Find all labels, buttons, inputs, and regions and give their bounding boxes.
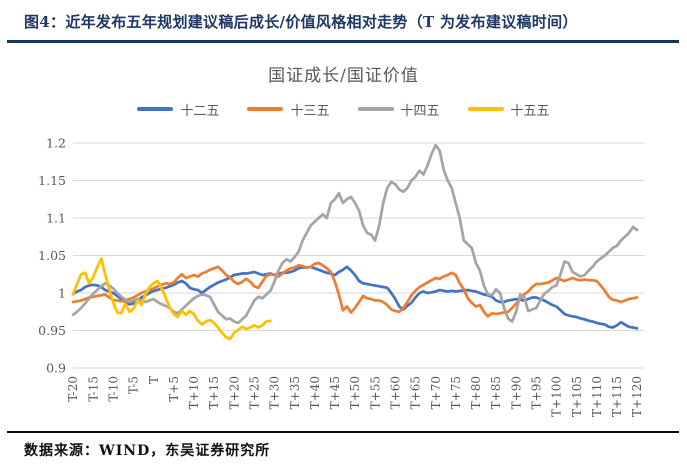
legend-item-plan-15: 十五五 — [467, 100, 550, 119]
x-axis-tick-label: T-10 — [106, 376, 120, 402]
legend-item-plan-13: 十三五 — [247, 100, 330, 119]
chart-legend: 十二五 十三五 十四五 十五五 — [0, 100, 687, 119]
x-axis-tick-label: T+55 — [368, 376, 382, 409]
legend-label: 十三五 — [290, 103, 330, 119]
x-axis-tick-label: T+30 — [268, 376, 282, 409]
x-axis-tick-label: T+60 — [388, 376, 402, 409]
footer-rule — [7, 431, 679, 433]
x-axis-tick-label: T+100 — [550, 376, 564, 417]
legend-line-swatch — [137, 107, 174, 111]
x-axis-tick-label: T-5 — [127, 376, 141, 394]
x-axis-tick-label: T+85 — [489, 376, 503, 409]
x-axis-tick-label: T-20 — [66, 376, 80, 402]
x-axis-tick-label: T+25 — [247, 376, 261, 409]
series-line-plan-15 — [71, 257, 272, 341]
legend-item-plan-14: 十四五 — [357, 100, 440, 119]
y-axis-tick-label: 0.9 — [46, 361, 66, 376]
chart-title: 国证成长/国证价值 — [268, 66, 419, 86]
figure-title: 图4：近年发布五年规划建议稿后成长/价值风格相对走势（T 为发布建议稿时间） — [24, 13, 578, 31]
x-axis-tick-label: T+105 — [570, 376, 584, 417]
x-axis-tick-label: T+5 — [167, 376, 181, 402]
x-axis-tick-label: T+45 — [328, 376, 342, 409]
x-axis-tick-label: T — [147, 376, 161, 384]
x-axis-tick-label: T+95 — [529, 376, 543, 409]
y-axis-tick-label: 1.2 — [46, 136, 66, 151]
series-line-plan-14 — [71, 143, 639, 325]
y-axis-tick-label: 0.95 — [38, 323, 66, 338]
legend-line-swatch — [247, 107, 284, 111]
x-axis-tick-label: T+10 — [187, 376, 201, 409]
y-axis-tick-label: 1.05 — [38, 248, 66, 263]
x-axis-tick-label: T+115 — [610, 376, 624, 417]
legend-line-swatch — [357, 107, 394, 111]
header-rule — [7, 40, 679, 43]
legend-line-swatch — [467, 107, 504, 111]
legend-label: 十四五 — [400, 103, 440, 119]
x-axis-tick-label: T+70 — [429, 376, 443, 409]
x-axis-tick-label: T+65 — [409, 376, 423, 409]
x-axis-tick-label: T+15 — [207, 376, 221, 409]
series-line-plan-13 — [71, 261, 639, 318]
x-axis-tick-label: T-15 — [86, 376, 100, 402]
x-axis-tick-label: T+50 — [348, 376, 362, 409]
legend-label: 十五五 — [510, 103, 550, 119]
x-axis-tick-label: T+110 — [590, 376, 604, 417]
y-axis-tick-label: 1.15 — [38, 173, 66, 188]
x-axis-tick-label: T+80 — [469, 376, 483, 409]
x-axis-tick-label: T+20 — [227, 376, 241, 409]
series-line-plan-12 — [71, 265, 639, 330]
x-axis-tick-label: T+40 — [308, 376, 322, 409]
legend-item-plan-12: 十二五 — [137, 100, 219, 119]
x-axis-tick-label: T+75 — [449, 376, 463, 409]
x-axis-tick-label: T+35 — [288, 376, 302, 409]
legend-label: 十二五 — [180, 103, 220, 119]
y-axis-tick-label: 1 — [58, 286, 66, 301]
y-axis-tick-label: 1.1 — [46, 211, 66, 226]
data-source-note: 数据来源：WIND，东吴证券研究所 — [24, 443, 271, 459]
x-axis-tick-label: T+120 — [630, 376, 644, 417]
x-axis-tick-label: T+90 — [509, 376, 523, 409]
